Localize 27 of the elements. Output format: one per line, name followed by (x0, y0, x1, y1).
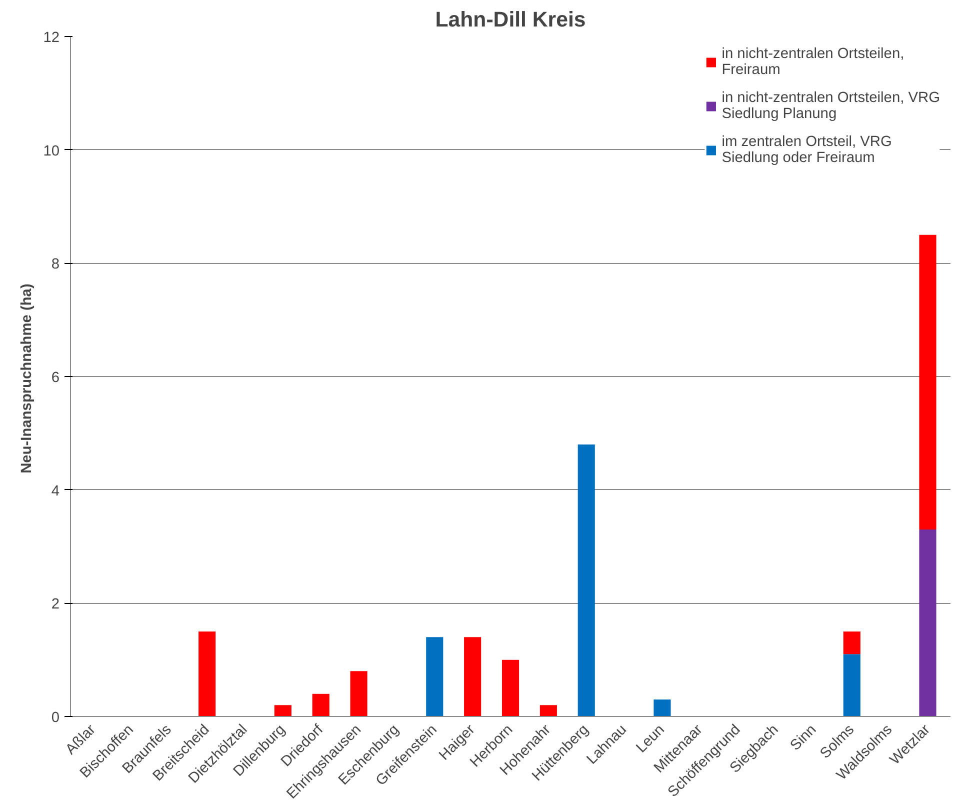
bar (350, 671, 368, 716)
x-tick-label: Sinn (788, 722, 820, 754)
bar (578, 444, 595, 716)
y-tick-label: 4 (51, 483, 60, 500)
y-tick-label: 0 (51, 710, 60, 726)
bar (426, 637, 444, 716)
bar (843, 632, 860, 654)
y-tick-label: 10 (43, 143, 60, 160)
bar (312, 694, 330, 716)
y-axis-title: Neu-Inanspruchnahme (ha) (19, 284, 36, 474)
chart-title: Lahn-Dill Kreis (435, 8, 586, 32)
bar (654, 700, 671, 716)
y-tick-label: 12 (43, 30, 60, 46)
y-tick-label: 6 (51, 370, 60, 386)
bar (198, 632, 216, 716)
bar (502, 660, 520, 716)
bar (843, 654, 860, 716)
bar (274, 705, 292, 716)
legend-label: in nicht-zentralen Ortsteilen, Freiraum (722, 46, 904, 78)
legend-label: in nicht-zentralen Ortsteilen, VRG Siedlung Planung (722, 90, 940, 122)
legend-label: im zentralen Ortsteil, VRG Siedlung oder Freiraum (722, 134, 892, 166)
bar (464, 637, 482, 716)
bar (919, 234, 936, 530)
y-tick-label: 8 (51, 256, 60, 273)
y-tick-label: 2 (51, 596, 60, 613)
bar (919, 530, 936, 716)
bar (540, 705, 557, 716)
